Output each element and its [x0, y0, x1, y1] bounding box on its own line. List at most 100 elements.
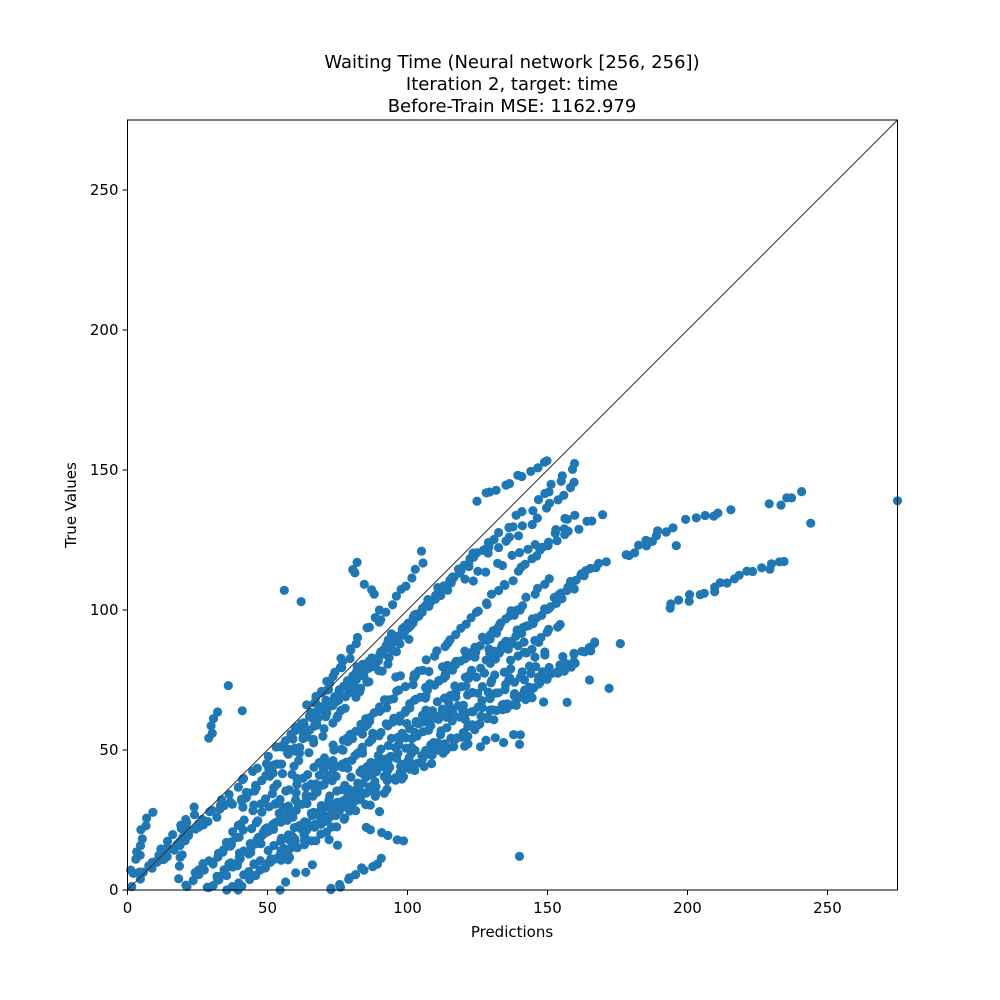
scatter-point [441, 745, 451, 755]
scatter-point [255, 856, 265, 866]
scatter-point [544, 662, 554, 673]
scatter-point [432, 646, 442, 656]
scatter-point [338, 745, 348, 755]
scatter-point [507, 550, 517, 561]
scatter-point [490, 670, 500, 680]
scatter-point [425, 679, 435, 689]
scatter-point [233, 782, 243, 792]
scatter-point [224, 789, 234, 800]
scatter-point [483, 548, 493, 558]
scatter-point [218, 845, 228, 855]
scatter-point [779, 556, 789, 567]
scatter-point [223, 681, 233, 691]
y-tick-label: 50 [99, 741, 118, 759]
scatter-point [340, 703, 350, 713]
scatter-point [486, 589, 497, 599]
scatter-point [569, 584, 579, 594]
scatter-point [351, 791, 361, 801]
scatter-point [368, 654, 378, 664]
scatter-point [517, 507, 527, 517]
scatter-point [168, 830, 178, 840]
scatter-point [473, 566, 483, 576]
scatter-point [253, 832, 263, 843]
scatter-point [700, 510, 710, 521]
scatter-point [483, 537, 493, 548]
scatter-point [766, 559, 777, 569]
x-axis-ticks: 0 50 100 150 200 250 [123, 890, 842, 917]
scatter-point [468, 576, 478, 586]
scatter-point [238, 773, 249, 784]
scatter-point [504, 479, 515, 489]
x-tick-label: 250 [813, 899, 842, 917]
scatter-point [378, 649, 389, 659]
scatter-point [414, 666, 424, 676]
scatter-point [532, 513, 542, 523]
scatter-point [313, 713, 323, 724]
scatter-point [461, 619, 471, 629]
scatter-point [162, 836, 173, 846]
scatter-point [365, 800, 375, 810]
scatter-point [328, 740, 338, 750]
scatter-point [315, 705, 326, 715]
scatter-point [713, 508, 723, 518]
scatter-point [364, 622, 374, 632]
scatter-point [405, 703, 415, 713]
scatter-point [391, 632, 401, 643]
scatter-point [392, 686, 402, 696]
y-tick-label: 250 [90, 181, 119, 199]
scatter-point [369, 708, 379, 718]
scatter-point [449, 742, 459, 752]
scatter-point [552, 536, 562, 546]
scatter-point [506, 664, 516, 674]
scatter-point [213, 707, 223, 717]
scatter-point [212, 812, 222, 822]
scatter-point [674, 595, 684, 605]
scatter-point [491, 485, 501, 495]
scatter-point [531, 662, 541, 672]
scatter-point [515, 730, 526, 740]
scatter-point [451, 657, 461, 667]
scatter-point [524, 682, 534, 692]
scatter-point [321, 695, 331, 705]
y-tick-label: 150 [90, 461, 119, 479]
scatter-point [323, 771, 333, 781]
scatter-point [126, 865, 136, 875]
scatter-point [440, 669, 450, 679]
scatter-point [382, 772, 392, 782]
scatter-point [417, 751, 427, 761]
scatter-point [322, 676, 332, 686]
scatter-point [559, 490, 569, 500]
scatter-point [533, 495, 544, 505]
scatter-point [260, 863, 270, 873]
scatter-point [302, 818, 312, 828]
scatter-point [377, 666, 387, 676]
scatter-point [391, 591, 401, 601]
scatter-point [276, 855, 286, 865]
scatter-point [237, 881, 247, 891]
scatter-point [451, 630, 461, 640]
scatter-point [432, 697, 442, 707]
scatter-point [558, 652, 568, 662]
scatter-point [234, 848, 245, 858]
scatter-point [338, 759, 348, 769]
scatter-point [509, 677, 520, 687]
scatter-point [239, 815, 249, 825]
scatter-point [488, 705, 498, 715]
scatter-point [374, 807, 385, 817]
scatter-point [427, 759, 437, 769]
scatter-point [563, 526, 573, 536]
scatter-point [483, 712, 493, 722]
scatter-point [452, 733, 462, 743]
scatter-point [391, 647, 401, 657]
scatter-point [533, 463, 543, 473]
scatter-point [546, 479, 556, 489]
scatter-point [347, 801, 357, 811]
scatter-point [513, 531, 524, 541]
scatter-point [284, 785, 294, 795]
scatter-point [514, 739, 525, 750]
scatter-point [162, 852, 172, 862]
scatter-point [213, 852, 223, 862]
scatter-point [542, 456, 552, 466]
scatter-point [325, 791, 335, 801]
